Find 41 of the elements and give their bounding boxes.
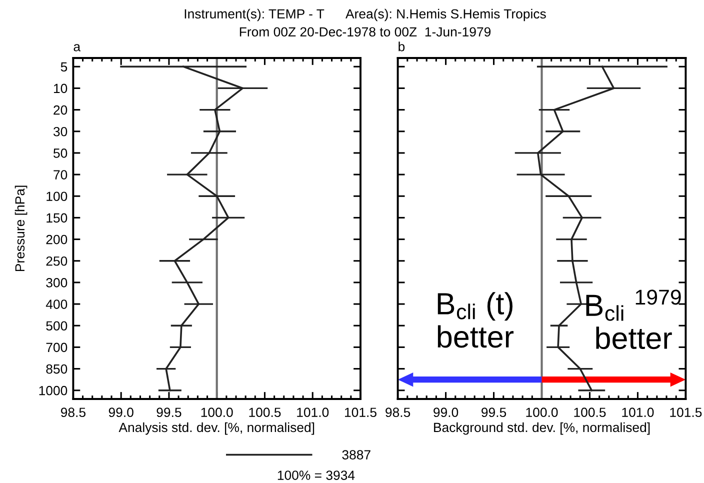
y-tick-label: 1000 (39, 386, 68, 396)
chart-subtitle: From 00Z 20-Dec-1978 to 00Z 1-Jun-1979 (240, 27, 491, 37)
y-tick-label: 70 (54, 170, 68, 180)
y-tick-label: 20 (54, 105, 68, 115)
x-tick-label: 100.5 (249, 408, 281, 418)
x-tick-label: 100.0 (201, 408, 233, 418)
x-tick-label: 99.0 (434, 408, 458, 418)
y-tick-label: 400 (46, 300, 68, 309)
x-tick-label: 99.5 (156, 408, 182, 418)
x-tick-label: 99.5 (482, 408, 506, 418)
x-axis-title: Analysis std. dev. [%, normalised] (118, 422, 314, 435)
y-tick-label: 850 (46, 364, 68, 374)
y-tick-label: 300 (46, 278, 68, 288)
x-tick-label: 101.5 (670, 408, 702, 418)
x-tick-label: 101.5 (345, 408, 376, 418)
annotation: B$_{cli}$ (t) better (438, 292, 514, 348)
y-tick-label: 10 (54, 84, 68, 94)
annotation: B$_{cli}$ $^{1979}$ better (586, 290, 681, 350)
x-tick-label: 100.5 (574, 408, 606, 418)
y-tick-label: 5 (60, 62, 68, 72)
x-tick-label: 101.0 (297, 408, 329, 418)
y-tick-label: 500 (46, 321, 68, 331)
text: a (74, 44, 81, 52)
x-tick-label: 101.0 (622, 408, 654, 418)
y-axis-title: Pressure [hPa] (14, 186, 28, 272)
text: b (398, 42, 405, 52)
y-tick-label: 700 (46, 342, 68, 352)
text: 3887 (342, 450, 370, 460)
x-tick-label: 99.0 (108, 408, 134, 418)
y-tick-label: 50 (54, 148, 68, 158)
x-tick-label: 100.0 (526, 408, 558, 418)
text: 100% = 3934 (278, 470, 355, 480)
x-tick-label: 98.5 (386, 408, 410, 418)
y-tick-label: 30 (53, 126, 68, 136)
x-axis-title: Background std. dev. [%, normalised] (434, 422, 650, 435)
chart-title: Instrument(s): TEMP - T Area(s): N.Hemis S.Hemis Tropics (184, 8, 546, 22)
y-tick-label: 150 (46, 213, 68, 223)
y-tick-label: 200 (46, 234, 68, 244)
y-tick-label: 250 (46, 256, 68, 266)
y-tick-label: 100 (46, 192, 68, 202)
x-tick-label: 98.5 (60, 408, 86, 418)
